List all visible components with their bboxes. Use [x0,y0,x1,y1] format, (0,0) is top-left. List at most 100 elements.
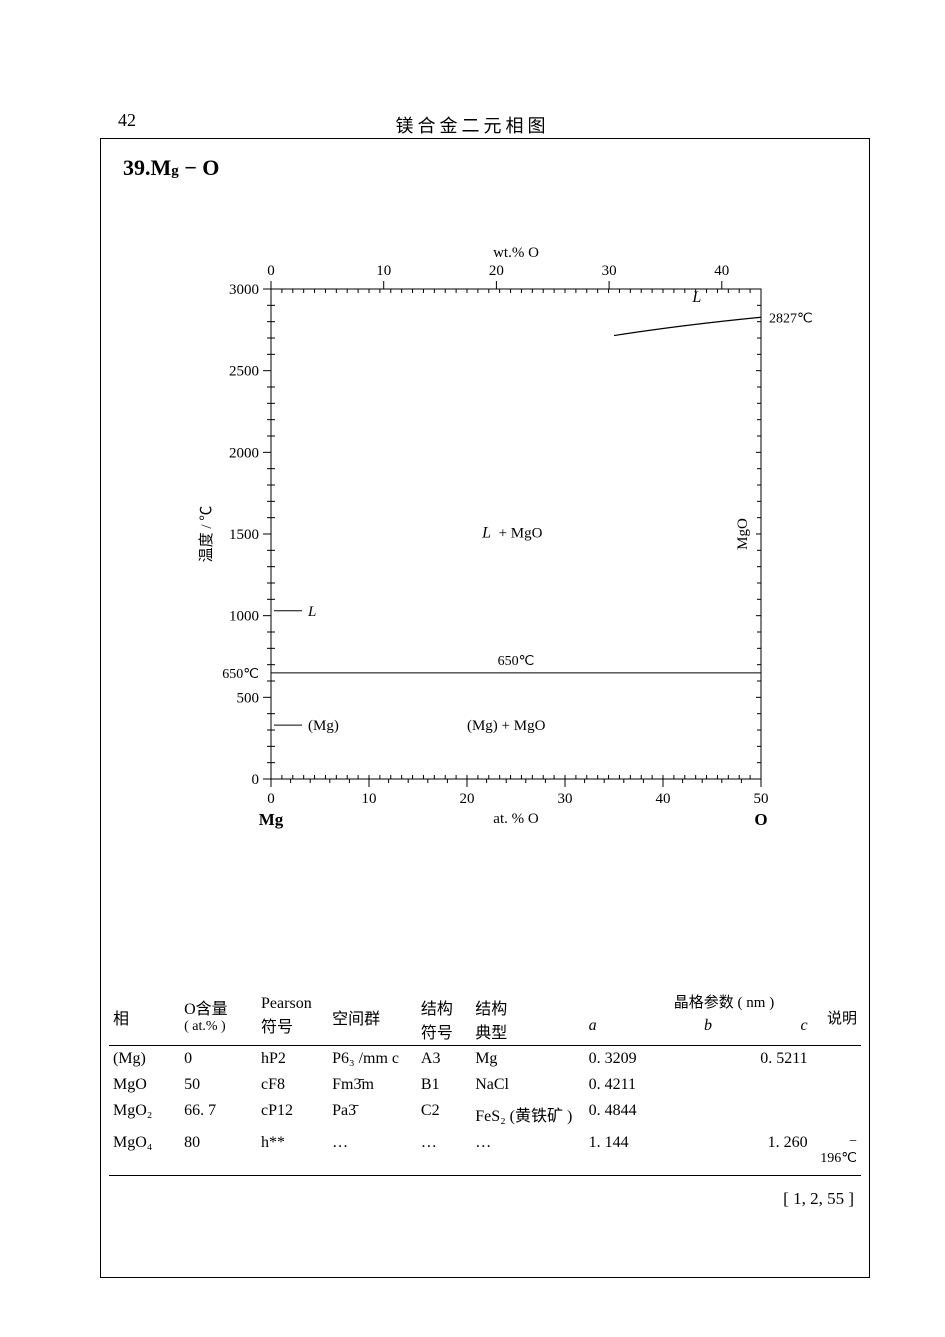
title-prefix: 39.M [123,155,171,180]
hdr-structtype-bot: 典型 [475,1019,580,1043]
cell-type: FeS₂ (黄铁矿 ) [471,1102,584,1126]
svg-text:3000: 3000 [229,282,259,298]
svg-text:10: 10 [362,791,377,807]
cell-note [812,1050,861,1068]
cell-type: Mg [471,1050,584,1068]
cell-a: 1. 144 [585,1134,674,1167]
svg-text:Mg: Mg [259,810,284,829]
cell-b [673,1076,742,1094]
svg-text:温度 / ℃: 温度 / ℃ [198,506,215,563]
svg-text:0: 0 [267,263,275,279]
cell-sym: C2 [417,1102,471,1126]
svg-text:L: L [691,289,701,306]
svg-text:+ MgO: + MgO [499,525,543,541]
svg-text:40: 40 [714,263,729,279]
cell-sg: … [328,1134,417,1167]
svg-text:O: O [754,810,767,829]
svg-text:30: 30 [602,263,617,279]
hdr-ocontent-bot: ( at.% ) [184,1019,253,1035]
svg-text:1500: 1500 [229,527,259,543]
hdr-phase: 相 [109,995,180,1039]
hdr-pearson: Pearson 符号 [257,995,328,1039]
cell-sym: B1 [417,1076,471,1094]
hdr-pearson-top: Pearson [261,995,324,1013]
hdr-ocontent: O含量 ( at.% ) [180,995,257,1039]
cell-o: 66. 7 [180,1102,257,1126]
cell-b [673,1134,742,1167]
cell-c [743,1102,812,1126]
svg-text:500: 500 [237,690,260,706]
svg-text:0: 0 [267,791,275,807]
cell-b [673,1102,742,1126]
table-row: MgO50cF8Fm3̄mB1NaCl0. 4211 [109,1072,861,1098]
cell-sg: Pa3̄ [328,1102,417,1126]
cell-note [812,1102,861,1126]
table-row: (Mg)0hP2P6₃ /mm cA3Mg0. 3209 0. 5211 [109,1046,861,1072]
cell-phase: (Mg) [109,1050,180,1068]
cell-pearson: h** [257,1134,328,1167]
hdr-structsym: 结构 符号 [417,995,471,1039]
svg-text:MgO: MgO [735,518,751,550]
content-frame: 39.Mg − O 010203040500102030400500100015… [100,138,870,1278]
table-row: MgO₂66. 7cP12Pa3̄C2FeS₂ (黄铁矿 )0. 4844 [109,1098,861,1130]
title-sub: g [171,163,179,179]
cell-c [743,1076,812,1094]
svg-text:20: 20 [460,791,475,807]
cell-sg: P6₃ /mm c [328,1050,417,1068]
cell-pearson: cF8 [257,1076,328,1094]
cell-a: 0. 4844 [585,1102,674,1126]
svg-text:L: L [307,604,316,620]
svg-text:2000: 2000 [229,445,259,461]
hdr-structsym-top: 结构 [421,995,467,1019]
cell-sg: Fm3̄m [328,1076,417,1094]
page-header: 镁合金二元相图 [0,112,945,138]
hdr-structtype-top: 结构 [475,995,580,1019]
lattice-title: 晶格参数 ( nm ) [609,991,839,1012]
cell-o: 50 [180,1076,257,1094]
cell-note [812,1076,861,1094]
svg-text:650℃: 650℃ [222,667,259,682]
reference: [ 1, 2, 55 ] [783,1189,854,1209]
svg-text:wt.% O: wt.% O [493,245,539,261]
svg-text:10: 10 [376,263,391,279]
page: 42 镁合金二元相图 39.Mg − O 0102030405001020304… [0,0,945,1337]
svg-text:650℃: 650℃ [498,654,535,669]
svg-text:(Mg): (Mg) [308,718,339,734]
cell-a: 0. 4211 [585,1076,674,1094]
hdr-spacegroup: 空间群 [328,995,417,1039]
svg-text:30: 30 [558,791,573,807]
cell-note: − 196℃ [812,1134,861,1167]
svg-text:50: 50 [754,791,769,807]
cell-a: 0. 3209 [585,1050,674,1068]
cell-o: 0 [180,1050,257,1068]
table-rows: (Mg)0hP2P6₃ /mm cA3Mg0. 3209 0. 5211 MgO50… [109,1046,861,1176]
cell-o: 80 [180,1134,257,1167]
phase-diagram: 0102030405001020304005001000150020002500… [161,219,821,879]
section-title: 39.Mg − O [123,155,219,181]
cell-type: NaCl [471,1076,584,1094]
svg-text:1000: 1000 [229,609,259,625]
cell-type: … [471,1134,584,1167]
svg-text:20: 20 [489,263,504,279]
cell-phase: MgO₄ [109,1134,180,1167]
cell-pearson: hP2 [257,1050,328,1068]
title-suffix: − O [179,155,220,180]
table-header: 晶格参数 ( nm ) 相 O含量 ( at.% ) Pearson 符号 空间… [109,989,861,1046]
cell-c: 0. 5211 [743,1050,812,1068]
cell-b [673,1050,742,1068]
cell-sym: … [417,1134,471,1167]
hdr-structtype: 结构 典型 [471,995,584,1039]
cell-phase: MgO [109,1076,180,1094]
svg-text:40: 40 [656,791,671,807]
cell-pearson: cP12 [257,1102,328,1126]
svg-text:2500: 2500 [229,364,259,380]
cell-phase: MgO₂ [109,1102,180,1126]
crystal-table: 晶格参数 ( nm ) 相 O含量 ( at.% ) Pearson 符号 空间… [109,989,861,1176]
hdr-ocontent-top: O含量 [184,995,253,1019]
svg-text:L: L [481,524,491,541]
cell-sym: A3 [417,1050,471,1068]
table-row: MgO₄80h**………1. 1441. 260− 196℃ [109,1130,861,1171]
svg-text:0: 0 [252,772,260,788]
svg-text:2827℃: 2827℃ [769,311,813,326]
hdr-structsym-bot: 符号 [421,1019,467,1043]
